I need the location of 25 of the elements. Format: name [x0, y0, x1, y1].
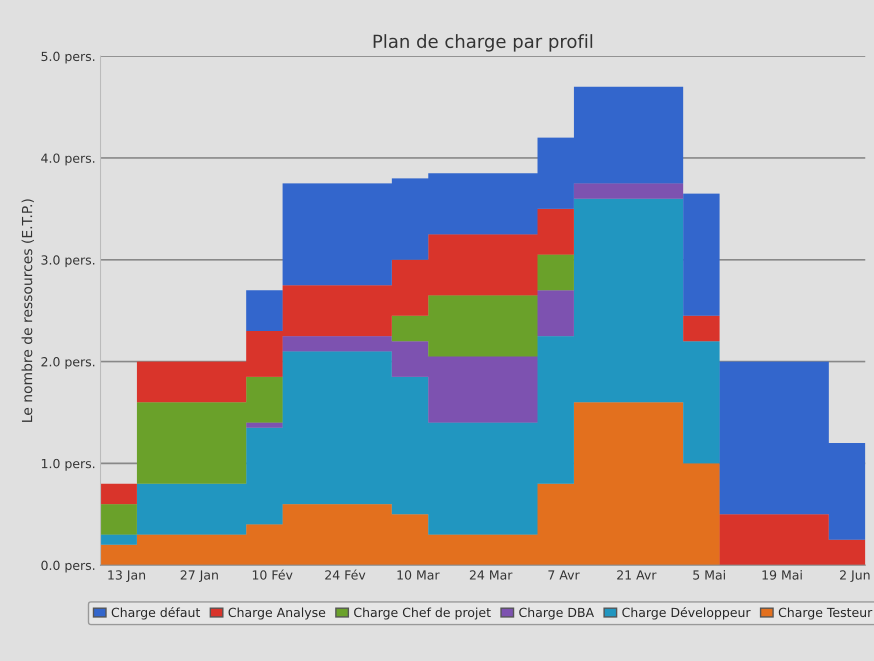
x-tick-label: 19 Mai: [762, 570, 802, 580]
y-tick-label: 2.0 pers.: [41, 357, 94, 369]
x-tick-label: 10 Fév: [252, 570, 293, 580]
legend-label: Charge défaut: [112, 606, 200, 620]
y-tick-label: 1.0 pers.: [42, 458, 94, 471]
x-tick-label: 13 Jan: [108, 570, 146, 582]
legend-label: Charge Développeur: [622, 606, 751, 620]
y-tick-label: 0.0 pers.: [41, 560, 94, 573]
legend-label: Charge Chef de projet: [354, 607, 491, 620]
x-tick-label: 24 Fév: [325, 570, 366, 580]
legend-label: Charge Analyse: [228, 607, 326, 620]
y-tick-label: 4.0 pers.: [41, 153, 94, 166]
x-tick-label: 10 Mar: [397, 570, 440, 580]
y-tick-label: 3.0 pers.: [42, 255, 94, 268]
x-tick-label: 21 Avr: [617, 570, 656, 580]
x-tick-label: 27 Jan: [180, 570, 218, 582]
chart-title: Plan de charge par profil: [374, 34, 592, 52]
x-tick-label: 2 Jun: [840, 570, 870, 582]
y-axis-title: Le nombre de ressources (E.T.P.): [22, 199, 34, 422]
x-tick-label: 5 Mai: [693, 570, 725, 580]
x-tick-label: 24 Mar: [470, 570, 512, 580]
y-tick-label: 5.0 pers.: [42, 52, 94, 64]
legend-label: Charge DBA: [519, 607, 594, 620]
legend-label: Charge Testeur: [778, 607, 872, 620]
x-tick-label: 7 Avr: [548, 570, 580, 580]
